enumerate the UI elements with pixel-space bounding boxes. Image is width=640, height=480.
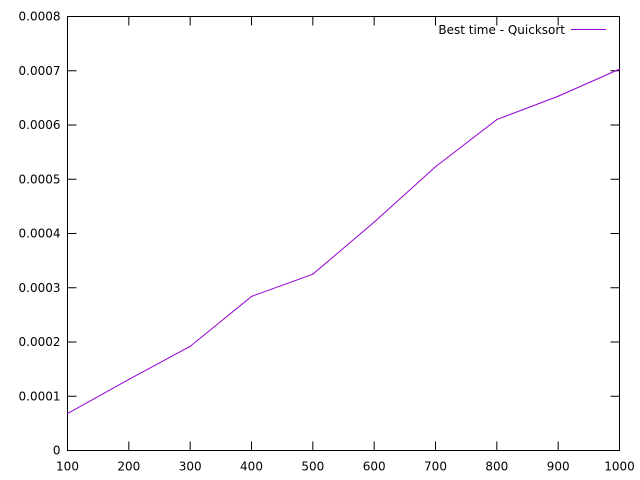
plot-frame <box>67 16 620 451</box>
x-tick-label: 700 <box>424 460 447 474</box>
data-point <box>618 68 621 70</box>
y-tick-label: 0.0007 <box>19 64 61 78</box>
x-tick-label: 200 <box>117 460 140 474</box>
data-point <box>189 345 191 347</box>
data-point <box>434 166 437 168</box>
legend-label: Best time - Quicksort <box>438 23 565 37</box>
y-axis: 0 0.0001 0.0002 0.0003 0.0004 0.0005 0.0006 0.0… <box>19 10 620 458</box>
series-line <box>67 68 620 415</box>
y-tick-label: 0 <box>53 444 61 458</box>
y-tick-label: 0.0004 <box>19 227 61 241</box>
data-point <box>66 413 69 415</box>
x-tick-label: 1000 <box>604 460 635 474</box>
x-tick-label: 400 <box>240 460 263 474</box>
x-tick-label: 900 <box>547 460 570 474</box>
data-point <box>250 295 253 298</box>
y-tick-label: 0.0001 <box>19 389 61 403</box>
y-tick-label: 0.0005 <box>19 172 61 186</box>
data-point <box>496 118 498 121</box>
data-point <box>557 95 559 97</box>
x-tick-label: 800 <box>485 460 508 474</box>
x-tick-label: 100 <box>56 460 79 474</box>
x-axis: 100 200 300 400 500 600 700 800 900 1000 <box>56 16 635 474</box>
x-tick-label: 300 <box>179 460 202 474</box>
legend: Best time - Quicksort <box>438 23 606 37</box>
y-tick-label: 0.0008 <box>19 10 61 24</box>
x-tick-label: 500 <box>301 460 324 474</box>
data-point <box>373 221 375 223</box>
x-tick-label: 600 <box>363 460 386 474</box>
series-layer <box>66 68 621 415</box>
y-tick-label: 0.0006 <box>19 118 61 132</box>
y-tick-label: 0.0003 <box>19 281 61 295</box>
data-point <box>128 378 130 381</box>
data-point <box>312 273 314 275</box>
y-tick-label: 0.0002 <box>19 335 61 349</box>
